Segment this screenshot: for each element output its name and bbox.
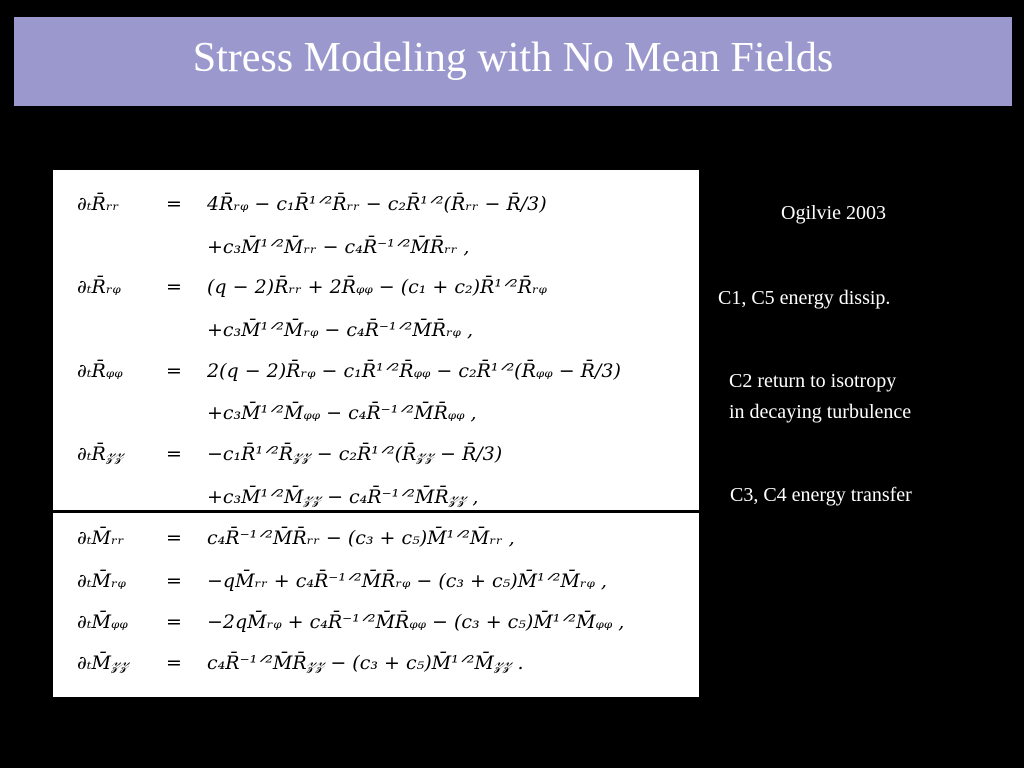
equation-lhs: ∂ₜM̄𝓏𝓏 [77,652,129,674]
equation-rhs: +c₃M̄¹ᐟ²M̄ᵣᵣ − c₄R̄⁻¹ᐟ²M̄R̄ᵣᵣ , [207,236,470,258]
equation-rhs: +c₃M̄¹ᐟ²M̄𝓏𝓏 − c₄R̄⁻¹ᐟ²M̄R̄𝓏𝓏 , [207,486,479,508]
equation-row: ∂ₜM̄ᵣᵩ = −qM̄ᵣᵣ + c₄R̄⁻¹ᐟ²M̄R̄ᵣᵩ − (c₃ +… [53,562,699,600]
equation-row: ∂ₜR̄ᵩᵩ = 2(q − 2)R̄ᵣᵩ − c₁R̄¹ᐟ²R̄ᵩᵩ − c₂… [53,352,699,390]
equation-lhs: ∂ₜM̄ᵣᵣ [77,527,125,549]
equation-panel: ∂ₜR̄ᵣᵣ = 4R̄ᵣᵩ − c₁R̄¹ᐟ²R̄ᵣᵣ − c₂R̄¹ᐟ²(R… [53,170,699,697]
equation-row: +c₃M̄¹ᐟ²M̄ᵣᵩ − c₄R̄⁻¹ᐟ²M̄R̄ᵣᵩ , [53,311,699,349]
equation-rhs: 4R̄ᵣᵩ − c₁R̄¹ᐟ²R̄ᵣᵣ − c₂R̄¹ᐟ²(R̄ᵣᵣ − R̄/… [207,193,547,215]
equals-sign: = [166,611,182,633]
equation-row: ∂ₜM̄𝓏𝓏 = c₄R̄⁻¹ᐟ²M̄R̄𝓏𝓏 − (c₃ + c₅)M̄¹ᐟ²… [53,644,699,682]
equation-lhs: ∂ₜM̄ᵣᵩ [77,570,126,592]
dissipation-note: C1, C5 energy dissip. [718,287,891,309]
equals-sign: = [166,276,182,298]
isotropy-note-line2: in decaying turbulence [729,401,912,423]
equals-sign: = [166,360,182,382]
equation-lhs: ∂ₜR̄ᵣᵩ [77,276,121,298]
equals-sign: = [166,527,182,549]
equation-rhs: +c₃M̄¹ᐟ²M̄ᵣᵩ − c₄R̄⁻¹ᐟ²M̄R̄ᵣᵩ , [207,319,474,341]
equation-rhs: c₄R̄⁻¹ᐟ²M̄R̄𝓏𝓏 − (c₃ + c₅)M̄¹ᐟ²M̄𝓏𝓏 . [207,652,524,674]
equation-rhs: c₄R̄⁻¹ᐟ²M̄R̄ᵣᵣ − (c₃ + c₅)M̄¹ᐟ²M̄ᵣᵣ , [207,527,515,549]
isotropy-note-line1: C2 return to isotropy [729,370,897,392]
equation-lhs: ∂ₜR̄ᵣᵣ [77,193,120,215]
equation-row: +c₃M̄¹ᐟ²M̄𝓏𝓏 − c₄R̄⁻¹ᐟ²M̄R̄𝓏𝓏 , [53,478,699,516]
equals-sign: = [166,443,182,465]
equals-sign: = [166,193,182,215]
equation-row: ∂ₜR̄ᵣᵩ = (q − 2)R̄ᵣᵣ + 2R̄ᵩᵩ − (c₁ + c₂)… [53,268,699,306]
equation-row: ∂ₜR̄𝓏𝓏 = −c₁R̄¹ᐟ²R̄𝓏𝓏 − c₂R̄¹ᐟ²(R̄𝓏𝓏 − R… [53,435,699,473]
equation-rhs: −2qM̄ᵣᵩ + c₄R̄⁻¹ᐟ²M̄R̄ᵩᵩ − (c₃ + c₅)M̄¹ᐟ… [207,611,625,633]
equation-divider [53,510,699,513]
transfer-note: C3, C4 energy transfer [730,484,912,506]
equation-lhs: ∂ₜM̄ᵩᵩ [77,611,128,633]
equation-rhs: 2(q − 2)R̄ᵣᵩ − c₁R̄¹ᐟ²R̄ᵩᵩ − c₂R̄¹ᐟ²(R̄ᵩ… [207,360,621,382]
equation-rhs: −qM̄ᵣᵣ + c₄R̄⁻¹ᐟ²M̄R̄ᵣᵩ − (c₃ + c₅)M̄¹ᐟ²… [207,570,607,592]
equation-row: ∂ₜM̄ᵩᵩ = −2qM̄ᵣᵩ + c₄R̄⁻¹ᐟ²M̄R̄ᵩᵩ − (c₃ … [53,603,699,641]
equation-row: +c₃M̄¹ᐟ²M̄ᵣᵣ − c₄R̄⁻¹ᐟ²M̄R̄ᵣᵣ , [53,228,699,266]
equation-rhs: +c₃M̄¹ᐟ²M̄ᵩᵩ − c₄R̄⁻¹ᐟ²M̄R̄ᵩᵩ , [207,402,477,424]
equals-sign: = [166,570,182,592]
equation-lhs: ∂ₜR̄𝓏𝓏 [77,443,124,465]
title-bar: Stress Modeling with No Mean Fields [14,17,1012,106]
reference-note: Ogilvie 2003 [781,202,886,224]
equation-rhs: (q − 2)R̄ᵣᵣ + 2R̄ᵩᵩ − (c₁ + c₂)R̄¹ᐟ²R̄ᵣᵩ [207,276,547,298]
slide-title: Stress Modeling with No Mean Fields [192,34,834,81]
equation-row: +c₃M̄¹ᐟ²M̄ᵩᵩ − c₄R̄⁻¹ᐟ²M̄R̄ᵩᵩ , [53,394,699,432]
equation-row: ∂ₜR̄ᵣᵣ = 4R̄ᵣᵩ − c₁R̄¹ᐟ²R̄ᵣᵣ − c₂R̄¹ᐟ²(R… [53,185,699,223]
equation-rhs: −c₁R̄¹ᐟ²R̄𝓏𝓏 − c₂R̄¹ᐟ²(R̄𝓏𝓏 − R̄/3) [207,443,503,465]
equals-sign: = [166,652,182,674]
equation-lhs: ∂ₜR̄ᵩᵩ [77,360,123,382]
equation-row: ∂ₜM̄ᵣᵣ = c₄R̄⁻¹ᐟ²M̄R̄ᵣᵣ − (c₃ + c₅)M̄¹ᐟ²… [53,519,699,557]
